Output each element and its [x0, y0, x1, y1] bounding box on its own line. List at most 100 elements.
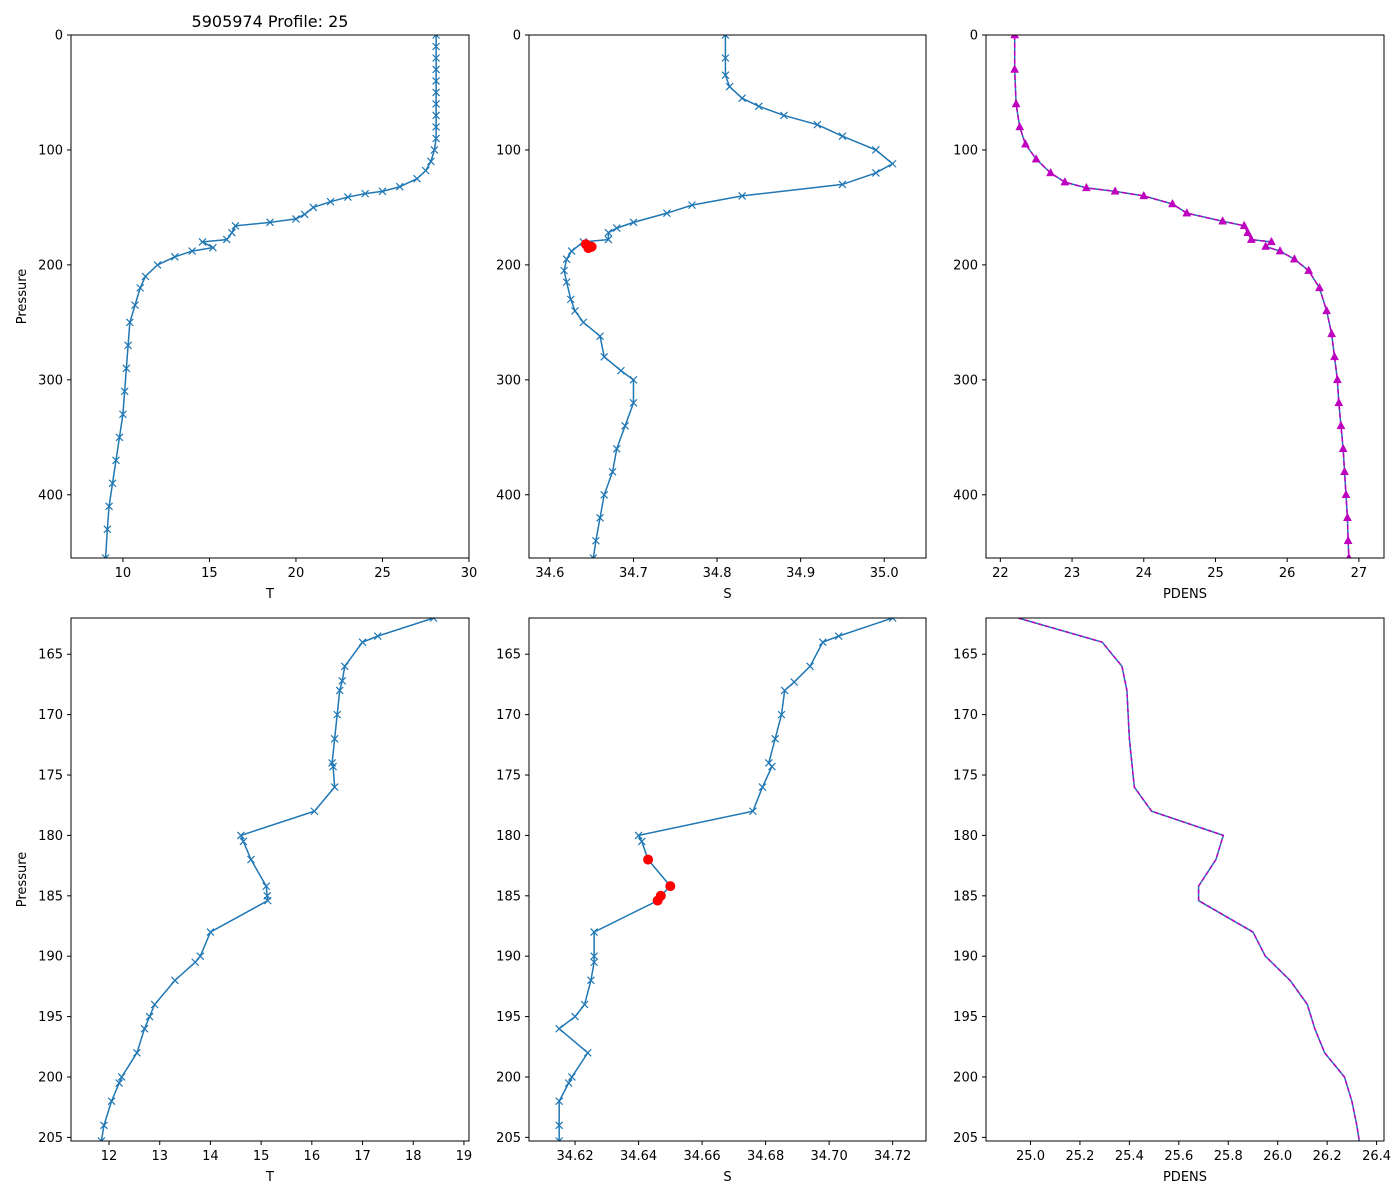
data-point	[300, 210, 309, 219]
data-point	[97, 1137, 106, 1141]
y-tick-label: 300	[496, 373, 521, 388]
x-tick-label: 20	[288, 566, 305, 581]
x-tick-label: 35.0	[870, 566, 899, 581]
x-tick-label: 34.7	[619, 566, 648, 581]
data-point	[555, 1121, 564, 1130]
data-point	[608, 467, 617, 476]
y-tick-label: 165	[496, 648, 521, 663]
data-point	[564, 1079, 573, 1087]
data-point	[120, 387, 129, 396]
data-point	[838, 180, 847, 189]
plot-area	[1010, 35, 1353, 558]
data-point	[373, 632, 382, 641]
data-point	[141, 272, 150, 281]
data-point	[790, 678, 799, 686]
data-point	[1330, 351, 1339, 361]
data-point	[239, 837, 248, 846]
data-point	[590, 952, 599, 961]
plot-area	[560, 35, 897, 558]
x-tick-label: 19	[456, 1149, 473, 1164]
data-point	[1338, 443, 1348, 453]
data-point	[555, 1137, 564, 1141]
data-point	[566, 295, 575, 304]
data-point	[101, 554, 110, 558]
data-point	[266, 218, 274, 227]
x-tick-label: 13	[151, 1149, 168, 1164]
data-point	[222, 235, 231, 244]
data-point	[771, 734, 780, 743]
y-tick-label: 400	[496, 488, 521, 503]
data-point	[432, 111, 441, 120]
panel-top-middle: 34.6 34.7 34.8 34.9 35.0 0 100 200 300 400 S	[496, 29, 927, 602]
data-point	[326, 197, 335, 206]
data-point	[1011, 98, 1021, 108]
data-point	[738, 191, 747, 200]
x-tick-label: 25.6	[1164, 1149, 1193, 1164]
data-point	[358, 638, 367, 647]
data-point	[262, 882, 271, 891]
data-point	[117, 1073, 126, 1081]
data-point	[413, 174, 422, 183]
y-tick-label: 165	[953, 648, 978, 663]
data-point	[560, 266, 569, 275]
data-point	[1334, 397, 1344, 407]
data-point	[103, 525, 112, 534]
data-point	[429, 618, 438, 622]
x-tick-label: 25	[1207, 566, 1224, 581]
y-tick-label: 190	[38, 950, 63, 965]
data-point	[738, 94, 747, 103]
data-point	[132, 1048, 141, 1057]
data-point	[587, 976, 595, 985]
data-point	[206, 928, 215, 936]
data-point	[150, 1000, 159, 1009]
y-tick-label: 180	[38, 829, 63, 844]
data-point	[725, 82, 734, 91]
data-point	[555, 1097, 564, 1106]
data-point	[1341, 489, 1351, 499]
data-point	[600, 352, 609, 361]
plot-area	[1017, 618, 1361, 1141]
data-point	[806, 662, 815, 671]
x-tick-label: 15	[253, 1149, 270, 1164]
flagged-point	[643, 854, 654, 865]
data-point	[140, 1024, 149, 1033]
data-point	[427, 157, 435, 166]
axes-frame	[985, 34, 1385, 559]
y-tick-label: 175	[953, 769, 978, 784]
y-axis-label: Pressure	[15, 852, 30, 908]
data-point	[231, 221, 240, 230]
y-tick-label: 300	[953, 373, 978, 388]
data-point	[1327, 328, 1337, 338]
data-point	[1218, 216, 1228, 225]
data-point	[721, 71, 730, 80]
panel-top-right: 22 23 24 25 26 27 0 100 200 300 400 PDENS	[953, 29, 1385, 602]
data-point	[115, 433, 124, 442]
data-point	[1010, 35, 1020, 39]
x-tick-label: 34.6	[535, 566, 564, 581]
data-point	[1243, 227, 1253, 236]
y-tick-label: 400	[38, 488, 63, 503]
y-tick-label: 175	[38, 769, 63, 784]
x-tick-label: 34.68	[747, 1149, 784, 1164]
data-point	[768, 762, 776, 771]
data-point	[125, 318, 134, 327]
y-tick-label: 100	[496, 143, 521, 158]
data-point	[228, 228, 236, 237]
data-point	[330, 734, 339, 743]
x-tick-label: 26.4	[1362, 1149, 1391, 1164]
data-point	[432, 65, 441, 74]
x-tick-label: 26.0	[1263, 1149, 1292, 1164]
data-point	[583, 1048, 592, 1057]
y-tick-label: 100	[38, 143, 63, 158]
x-tick-label: 34.66	[683, 1149, 720, 1164]
x-tick-label: 23	[1064, 566, 1081, 581]
data-point	[122, 364, 131, 373]
data-point	[247, 855, 255, 864]
data-point	[617, 366, 625, 375]
plot-area	[101, 35, 441, 558]
x-tick-label: 26	[1279, 566, 1296, 581]
data-point	[1343, 512, 1352, 522]
data-point	[754, 102, 763, 111]
y-tick-label: 195	[38, 1010, 63, 1025]
